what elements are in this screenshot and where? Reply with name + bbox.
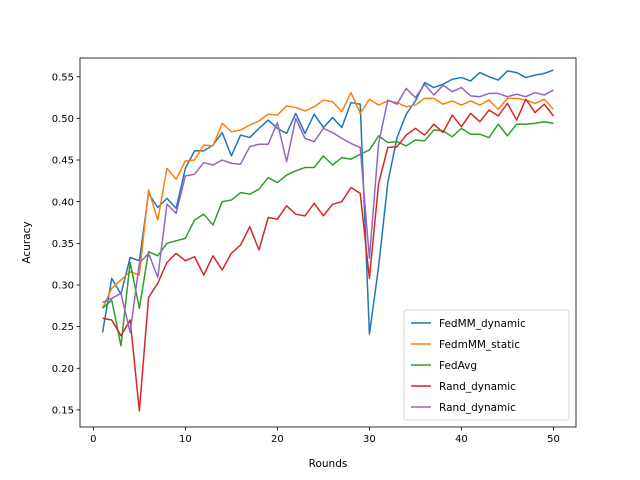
legend-entry: FedAvg [439,360,477,372]
x-tick-label: 10 [179,434,192,445]
y-axis-label: Acuracy [21,221,33,263]
legend-entry: Rand_dynamic [439,402,516,414]
series-line-1 [101,69,554,335]
y-tick-label: 0.55 [52,72,74,83]
x-tick-label: 20 [271,434,284,445]
series-line-5 [102,83,554,334]
legend-box [403,309,570,421]
legend-entry: FedMM_dynamic [439,318,526,330]
series-line-2 [101,91,555,309]
legend-entry: FedmMM_static [439,339,520,351]
x-axis-label: Rounds [309,458,348,470]
x-tick-label: 50 [547,434,560,445]
y-tick-label: 0.35 [52,239,74,250]
series-line-4 [102,98,555,412]
x-tick-label: 40 [455,434,468,445]
y-axis-ticks: 0.15 0.20 0.25 0.30 0.35 0.40 0.45 0.50 0.55 [52,72,80,417]
y-tick-label: 0.50 [52,114,74,125]
y-tick-label: 0.45 [52,156,74,167]
legend-entry: Rand_dynamic [439,381,516,393]
y-tick-label: 0.40 [52,197,74,208]
plot-lines [101,69,555,412]
y-tick-label: 0.30 [52,281,74,292]
series-line-3 [102,120,554,347]
x-tick-label: 0 [90,434,96,445]
legend: FedMM_dynamic FedmMM_static FedAvg Rand_dyn… [403,309,570,421]
x-axis-ticks: 0 10 20 30 40 50 [90,427,560,445]
y-tick-label: 0.25 [52,322,74,333]
x-tick-label: 30 [363,434,376,445]
plot-frame [79,57,577,428]
y-tick-label: 0.20 [52,364,74,375]
y-tick-label: 0.15 [52,406,74,417]
